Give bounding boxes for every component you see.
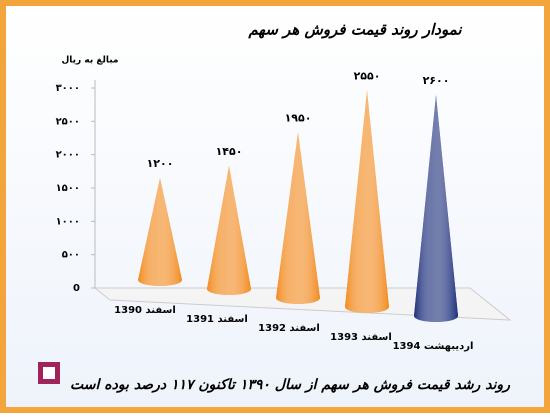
value-label: ۱۴۵۰ [216, 145, 243, 158]
x-tick-label: اسفند 1390 [114, 305, 176, 316]
y-tick-label: 0 [73, 283, 80, 294]
y-tick-label: ۲۵۰۰ [56, 116, 80, 127]
logo [38, 362, 60, 384]
value-label: ۱۹۵۰ [285, 111, 312, 124]
x-tick-label: اسفند 1393 [330, 332, 392, 343]
y-tick-label: ۱۰۰۰ [56, 216, 80, 227]
x-tick-label: اسفند 1391 [186, 314, 248, 325]
cone-shade [276, 132, 320, 304]
y-tick-label: ۱۵۰۰ [56, 183, 80, 194]
x-tick-label: اردیبهشت 1394 [393, 341, 474, 352]
y-tick-label: ۲۰۰۰ [56, 150, 80, 161]
y-tick-label: ۵۰۰ [62, 250, 80, 261]
chart-title: نمودار روند قیمت فروش هر سهم [247, 21, 462, 39]
cone-shade [207, 165, 251, 295]
value-label: ۱۲۰۰ [147, 157, 174, 170]
floor [93, 287, 512, 321]
x-tick-label: اسفند 1392 [258, 323, 320, 334]
cone-shade [138, 178, 182, 286]
y-axis-label: مبالغ به ریال [61, 56, 118, 66]
value-label: ۲۶۰۰ [423, 74, 450, 87]
y-tick-label: ۳۰۰۰ [56, 83, 80, 94]
cone-shade [414, 95, 458, 322]
cone-shade [345, 90, 389, 313]
value-label: ۲۵۵۰ [354, 69, 381, 82]
footer-note: روند رشد قیمت فروش هر سهم از سال ۱۳۹۰ تا… [70, 377, 510, 393]
